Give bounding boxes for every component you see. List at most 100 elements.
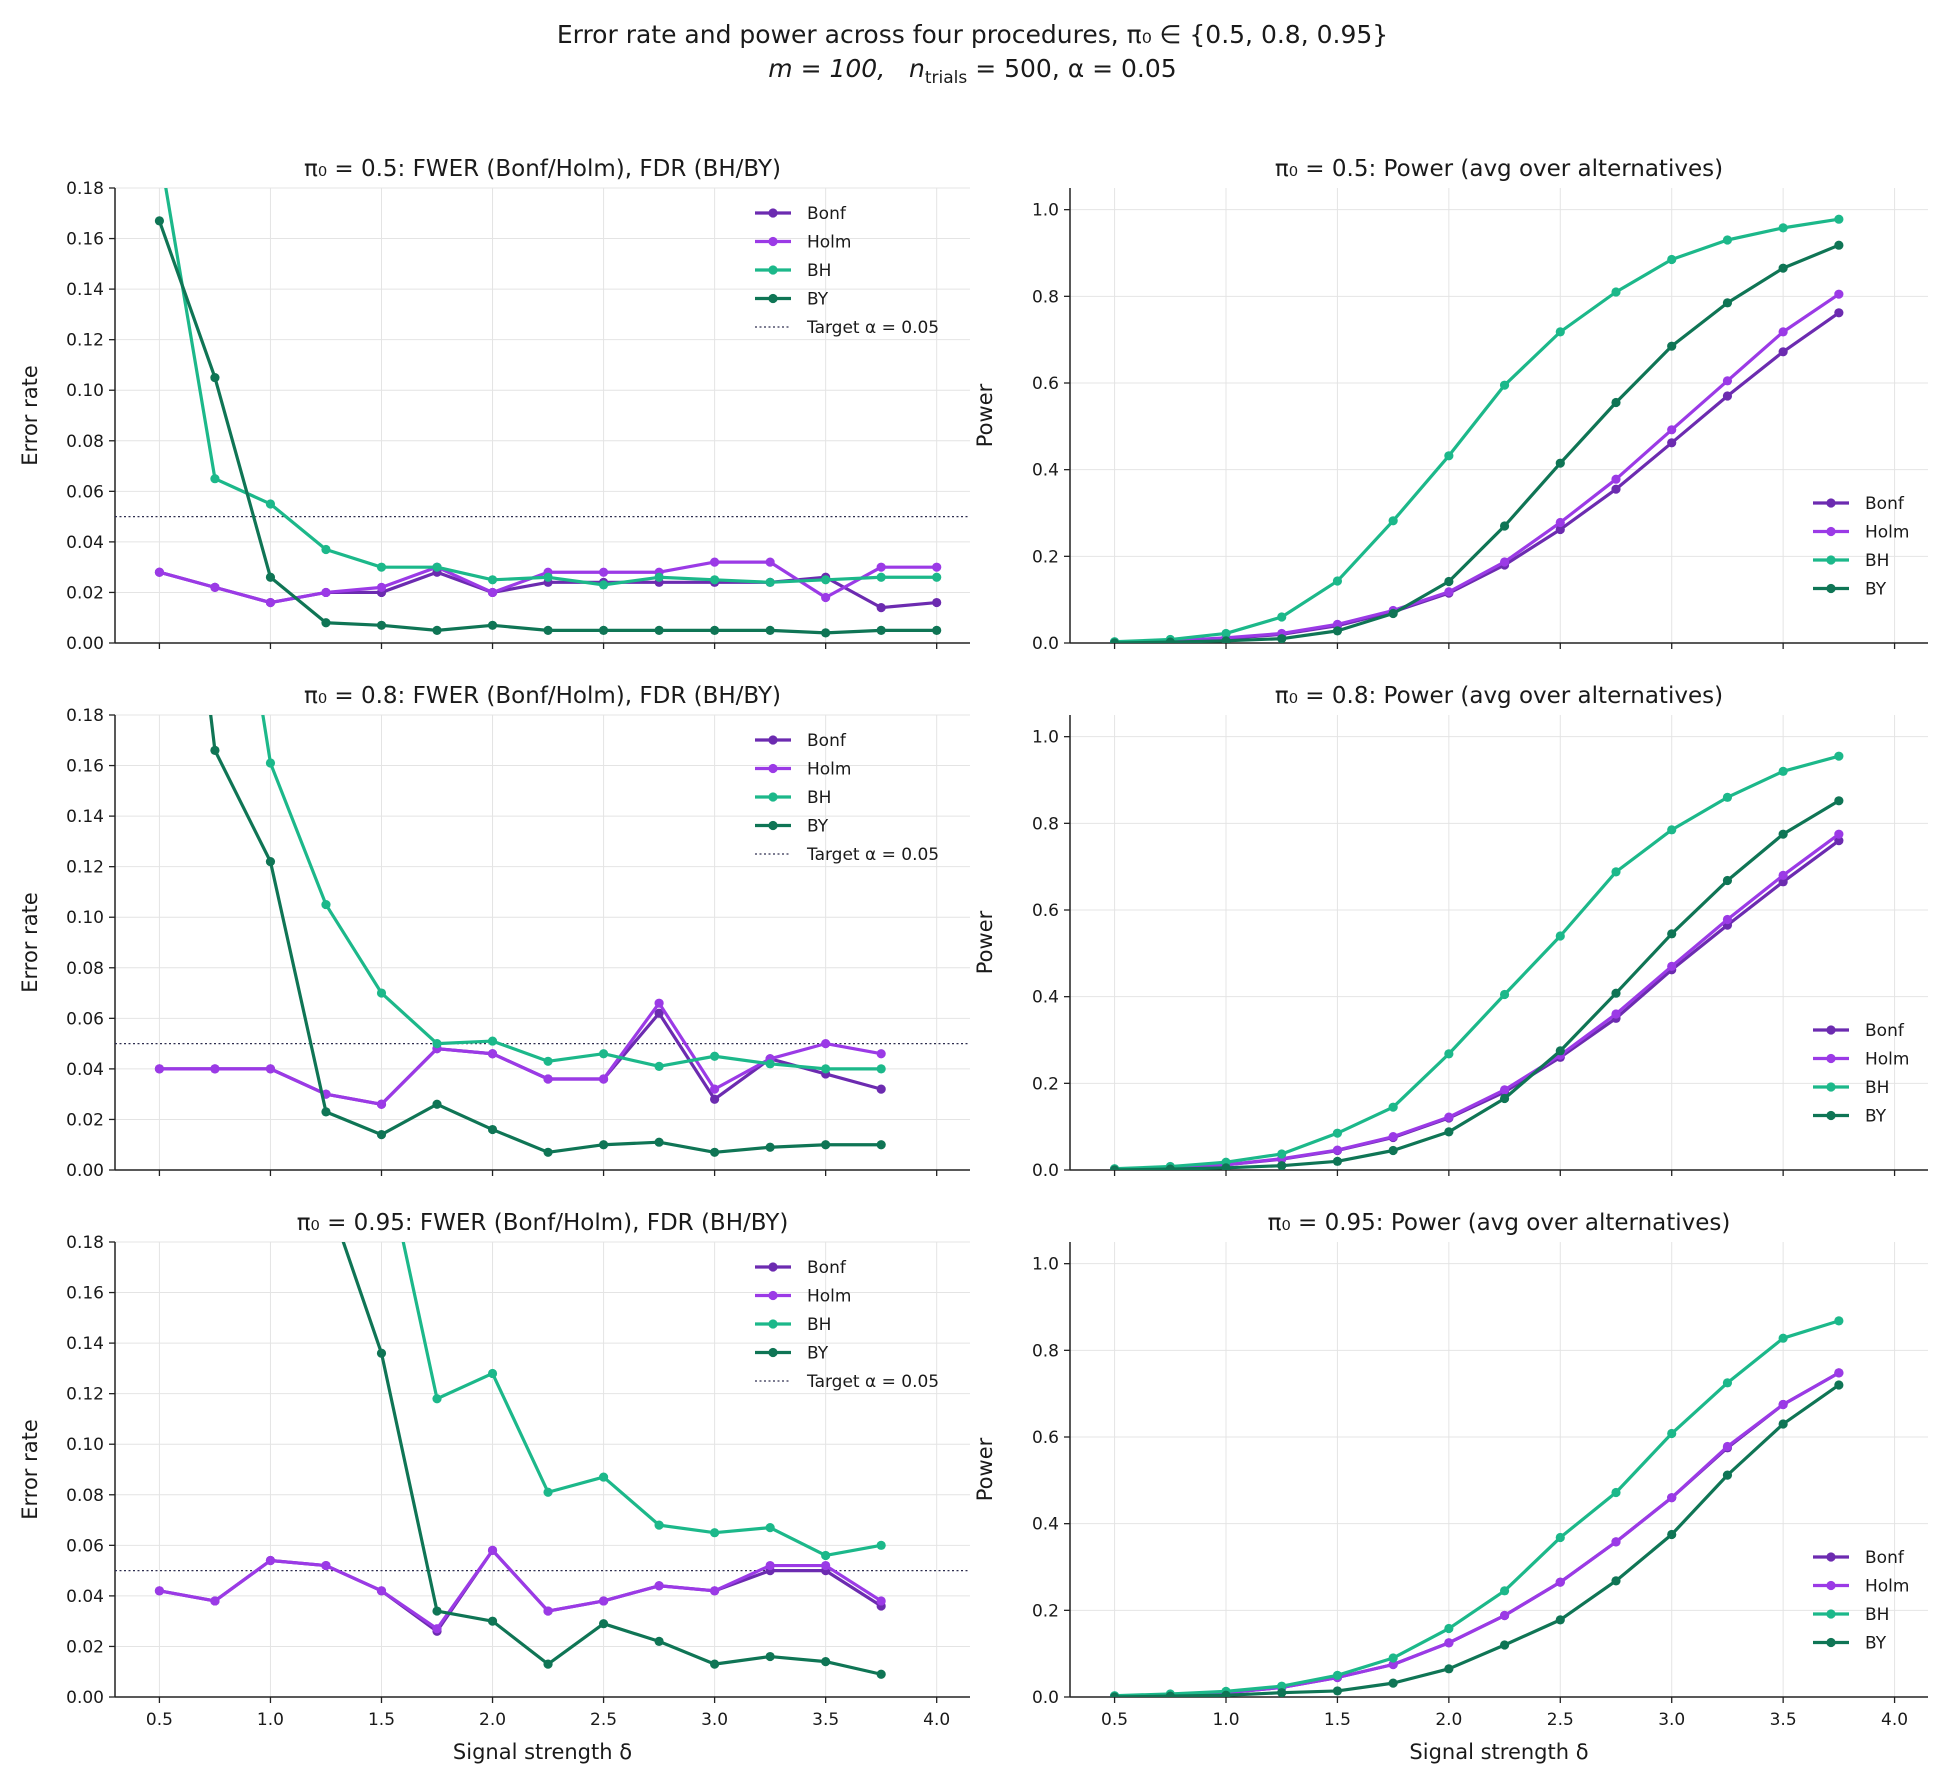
series-line-bh bbox=[1114, 217, 1840, 643]
data-point-bh bbox=[654, 572, 664, 582]
data-point-by bbox=[1722, 875, 1733, 886]
data-point-bonf bbox=[876, 1084, 886, 1094]
data-point-holm bbox=[1834, 289, 1844, 299]
series-line-bonf bbox=[1114, 1371, 1840, 1697]
x-tick-label: 3.5 bbox=[1770, 1710, 1797, 1730]
legend-label: Holm bbox=[807, 233, 851, 253]
legend-label: Bonf bbox=[807, 731, 847, 751]
data-point-bh bbox=[1778, 766, 1788, 776]
legend-marker bbox=[768, 236, 778, 247]
data-point-bh bbox=[1555, 931, 1565, 941]
data-point-holm bbox=[1499, 1610, 1510, 1621]
series-line-bonf bbox=[1114, 311, 1840, 643]
data-point-holm bbox=[1444, 1638, 1454, 1648]
data-point-bh bbox=[1611, 867, 1621, 877]
data-point-by bbox=[1834, 1380, 1844, 1390]
y-axis-label: Error rate bbox=[18, 1419, 42, 1520]
legend-label: Holm bbox=[807, 1287, 851, 1307]
legend-marker bbox=[1826, 1025, 1836, 1035]
x-tick-label: 2.5 bbox=[1547, 1710, 1574, 1730]
plot-area bbox=[154, 715, 886, 1157]
legend-label: Bonf bbox=[1865, 1021, 1905, 1041]
plot-area bbox=[1109, 1316, 1844, 1697]
data-point-by bbox=[598, 1619, 609, 1629]
data-point-bonf bbox=[654, 1008, 664, 1018]
series-line-bh bbox=[1114, 1319, 1840, 1697]
y-tick-label: 0.14 bbox=[66, 280, 104, 300]
y-tick-label: 0.12 bbox=[66, 331, 104, 351]
data-point-bh bbox=[1555, 327, 1565, 337]
data-point-by bbox=[1611, 397, 1621, 408]
series-line-by bbox=[1114, 799, 1840, 1170]
y-tick-label: 0.18 bbox=[66, 706, 104, 726]
data-point-holm bbox=[154, 1586, 165, 1596]
x-tick-label: 4.0 bbox=[1881, 1710, 1908, 1730]
figure-subtitle: m = 100, ntrials = 500, α = 0.05 bbox=[0, 54, 1945, 88]
legend-marker bbox=[1826, 498, 1836, 508]
data-point-holm bbox=[1778, 327, 1788, 337]
data-point-by bbox=[1555, 1615, 1565, 1625]
data-point-bh bbox=[432, 562, 442, 572]
legend-marker bbox=[1826, 1053, 1836, 1064]
data-point-holm bbox=[821, 1039, 831, 1049]
data-point-holm bbox=[876, 1596, 886, 1606]
y-tick-label: 0.4 bbox=[1032, 988, 1059, 1008]
data-point-bh bbox=[487, 1036, 498, 1046]
data-point-holm bbox=[1388, 1132, 1398, 1142]
legend-marker bbox=[768, 792, 778, 802]
data-point-holm bbox=[376, 1099, 387, 1109]
series-line-by bbox=[341, 1242, 882, 1676]
data-point-holm bbox=[1834, 1368, 1844, 1378]
data-point-holm bbox=[598, 567, 609, 577]
data-point-by bbox=[1667, 1529, 1677, 1540]
data-point-bh bbox=[432, 1039, 442, 1049]
data-point-bh bbox=[1277, 1681, 1287, 1691]
series-line-holm bbox=[1114, 1371, 1840, 1697]
data-point-holm bbox=[265, 1064, 276, 1074]
data-point-holm bbox=[210, 1064, 220, 1074]
data-point-holm bbox=[543, 1606, 553, 1616]
legend-label: BH bbox=[807, 1315, 831, 1335]
data-point-by bbox=[487, 1616, 498, 1626]
data-point-bonf bbox=[1834, 836, 1844, 846]
data-point-by bbox=[1165, 1691, 1175, 1697]
data-point-bh bbox=[1667, 254, 1677, 265]
y-tick-label: 0.16 bbox=[66, 1284, 104, 1304]
legend-label: Target α = 0.05 bbox=[806, 1372, 939, 1392]
y-tick-label: 0.6 bbox=[1032, 1428, 1059, 1448]
legend-label: BH bbox=[1865, 1078, 1889, 1098]
data-point-by bbox=[1667, 929, 1677, 939]
y-tick-label: 0.16 bbox=[66, 757, 104, 777]
data-point-by bbox=[765, 625, 775, 635]
data-point-bh bbox=[321, 934, 330, 943]
data-point-by bbox=[1611, 988, 1621, 998]
data-point-by bbox=[265, 572, 276, 582]
legend-label: BY bbox=[807, 290, 829, 310]
y-tick-label: 0.06 bbox=[66, 482, 104, 502]
data-point-bh bbox=[710, 575, 720, 585]
panel-title: π₀ = 0.8: FWER (Bonf/Holm), FDR (BH/BY) bbox=[304, 683, 781, 709]
panel-1: 0.00 0.02 0.04 0.06 0.08 0.10 0.12 0.14 0.16 0.18… bbox=[18, 156, 970, 654]
data-point-by bbox=[1388, 1145, 1398, 1156]
legend-label: Target α = 0.05 bbox=[806, 318, 939, 338]
legend-marker bbox=[1826, 1637, 1836, 1648]
data-point-by bbox=[432, 1606, 442, 1616]
data-point-by bbox=[1778, 829, 1788, 839]
y-tick-label: 0.6 bbox=[1032, 901, 1059, 921]
data-point-bh bbox=[321, 544, 331, 555]
legend-label: BH bbox=[807, 788, 831, 808]
data-point-by bbox=[932, 625, 942, 635]
y-tick-label: 0.10 bbox=[66, 908, 104, 928]
data-point-by bbox=[821, 1657, 831, 1667]
y-tick-label: 0.02 bbox=[66, 1637, 104, 1657]
legend-label: Holm bbox=[1865, 1050, 1909, 1070]
x-tick-label: 1.5 bbox=[1324, 1710, 1351, 1730]
data-point-by bbox=[876, 625, 886, 635]
data-point-bonf bbox=[1555, 524, 1565, 535]
data-point-by bbox=[1165, 1164, 1175, 1170]
panel-4: 0.0 0.2 0.4 0.6 0.8 1.0 π₀ = 0.8: Power (avg o… bbox=[973, 683, 1928, 1181]
data-point-holm bbox=[1388, 1659, 1398, 1670]
data-point-bh bbox=[376, 988, 387, 998]
x-tick-label: 2.0 bbox=[1435, 1710, 1462, 1730]
legend-label: Bonf bbox=[807, 204, 847, 224]
